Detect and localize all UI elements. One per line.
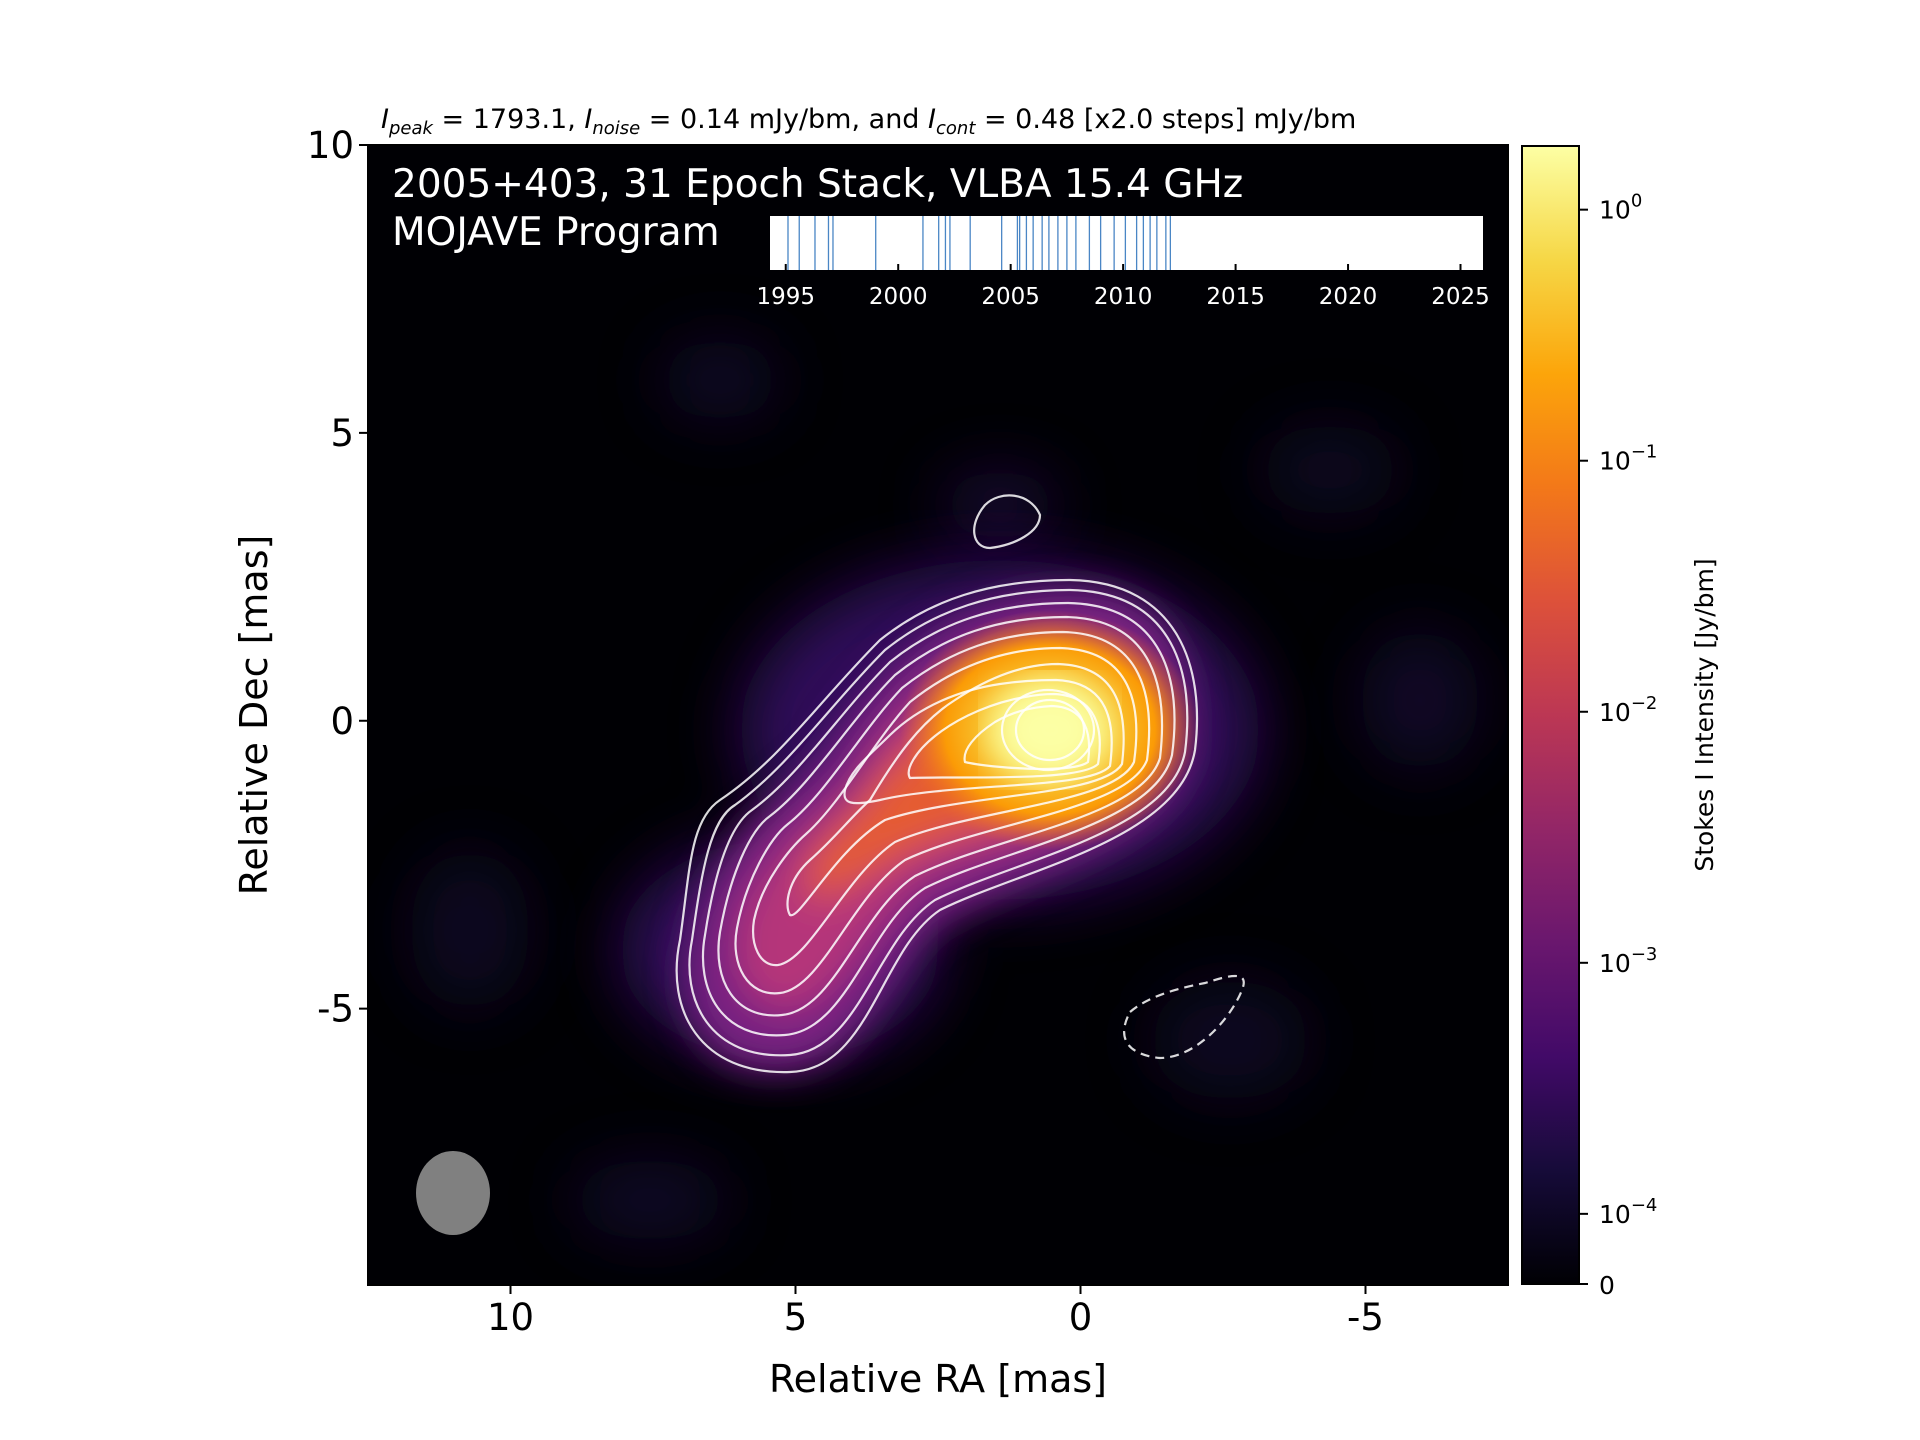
colorbar-tick-label: 100 xyxy=(1599,191,1642,225)
y-tick-label: -5 xyxy=(317,988,354,1031)
contour-12 xyxy=(1014,698,1086,762)
timeline-box xyxy=(770,216,1483,270)
timeline-tick-label: 2005 xyxy=(981,284,1040,310)
epoch-timeline: 1995 2000 2005 2010 2015 2020 2025 xyxy=(756,216,1490,310)
x-axis-title: Relative RA [mas] xyxy=(769,1357,1107,1401)
x-tick-label: 10 xyxy=(487,1296,534,1339)
panel-title: 2005+403, 31 Epoch Stack, VLBA 15.4 GHz xyxy=(392,162,1243,207)
intensity-image xyxy=(410,340,1480,1240)
contour-4 xyxy=(717,615,1164,1017)
colorbar xyxy=(1521,145,1580,1285)
contour-3 xyxy=(701,601,1176,1037)
contour-1 xyxy=(675,578,1199,1074)
contour-11 xyxy=(1000,688,1096,772)
colorbar-tick-label: 10−3 xyxy=(1599,944,1657,978)
contour-7 xyxy=(786,662,1125,917)
contour-6 xyxy=(752,646,1138,967)
colorbar-title: Stokes I Intensity [Jy/bm] xyxy=(1690,558,1719,871)
x-axis: 10 5 0 -5 xyxy=(487,1285,1384,1339)
timeline-tick-label: 2010 xyxy=(1094,284,1153,310)
contours xyxy=(675,494,1245,1074)
plot-title: Ipeak = 1793.1, Inoise = 0.14 mJy/bm, an… xyxy=(381,104,1356,139)
beam-ellipse xyxy=(416,1151,490,1235)
colorbar-zero-label: 0 xyxy=(1599,1271,1615,1300)
y-axis-title: Relative Dec [mas] xyxy=(232,535,276,896)
y-tick-label: 10 xyxy=(307,124,354,167)
contour-8 xyxy=(843,678,1113,805)
timeline-tick-label: 2000 xyxy=(869,284,928,310)
colorbar-tick-label: 10−4 xyxy=(1599,1195,1657,1229)
contour-2 xyxy=(688,588,1189,1057)
timeline-tick-label: 2020 xyxy=(1319,284,1378,310)
timeline-tick-label: 1995 xyxy=(756,284,815,310)
x-tick-label: -5 xyxy=(1347,1296,1384,1339)
x-tick-label: 5 xyxy=(784,1296,808,1339)
x-tick-label: 0 xyxy=(1069,1296,1093,1339)
plot-frame xyxy=(367,144,1509,1286)
colorbar-tick-label: 10−2 xyxy=(1599,693,1657,727)
panel-subtitle: MOJAVE Program xyxy=(392,210,720,255)
colorbar-ticks: 100 10−1 10−2 10−3 10−4 0 xyxy=(1579,191,1657,1300)
y-axis: 10 5 0 -5 xyxy=(307,124,368,1031)
y-tick-label: 0 xyxy=(330,700,354,743)
contour-9 xyxy=(907,692,1101,780)
timeline-tick-label: 2025 xyxy=(1431,284,1490,310)
timeline-tick-label: 2015 xyxy=(1206,284,1265,310)
colorbar-tick-label: 10−1 xyxy=(1599,442,1657,476)
y-tick-label: 5 xyxy=(330,412,354,455)
contour-north-knot xyxy=(973,494,1042,550)
contour-5 xyxy=(734,630,1151,995)
